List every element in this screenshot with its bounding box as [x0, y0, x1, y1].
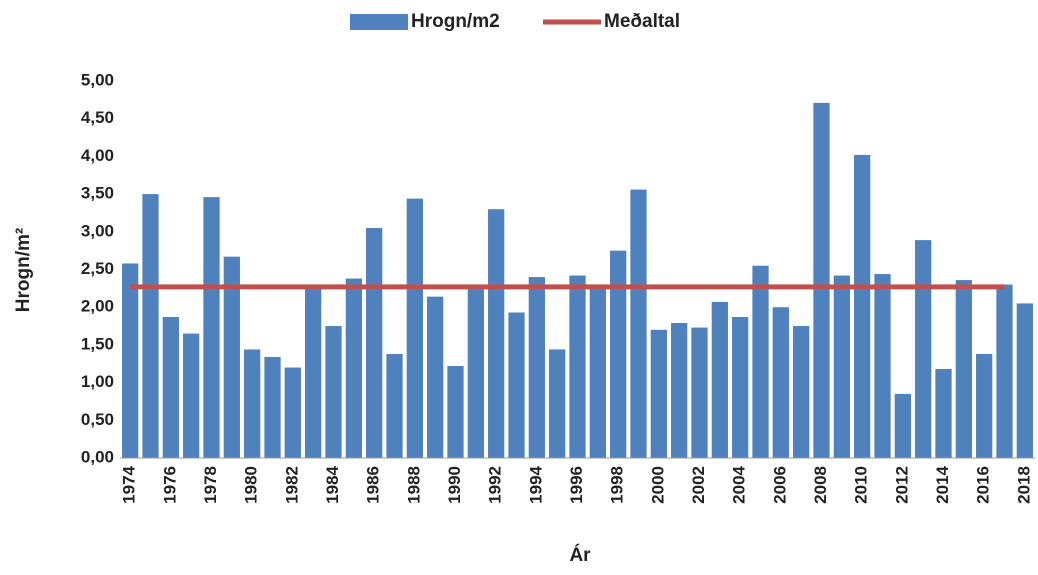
bar — [386, 353, 403, 458]
bar — [183, 333, 200, 458]
x-tick-label: 1986 — [364, 466, 383, 504]
bar — [650, 329, 667, 458]
y-tick-label: 3,00 — [81, 221, 114, 240]
x-tick-label: 1996 — [567, 466, 586, 504]
bar — [691, 327, 708, 458]
bar — [406, 198, 423, 458]
x-tick-label: 1988 — [404, 466, 423, 504]
bar — [732, 317, 749, 458]
x-tick-label: 1990 — [445, 466, 464, 504]
bar — [813, 102, 830, 458]
bar — [508, 312, 525, 458]
bar — [610, 250, 627, 458]
bar — [894, 393, 911, 458]
bar — [142, 194, 159, 458]
bar — [549, 349, 566, 458]
y-tick-label: 0,50 — [81, 410, 114, 429]
y-tick-label: 4,00 — [81, 146, 114, 165]
x-tick-label: 1978 — [201, 466, 220, 504]
x-tick-label: 1976 — [160, 466, 179, 504]
bar — [569, 275, 586, 458]
legend-swatch — [350, 14, 408, 30]
y-tick-label: 1,00 — [81, 372, 114, 391]
x-tick-label: 1994 — [526, 465, 545, 503]
bar — [528, 277, 545, 458]
x-tick-label: 1974 — [120, 465, 139, 503]
bar — [366, 228, 383, 458]
y-tick-label: 1,50 — [81, 334, 114, 353]
bar — [854, 154, 871, 458]
x-tick-label: 2012 — [892, 466, 911, 504]
bar — [976, 353, 993, 458]
bar — [874, 274, 891, 458]
bar — [345, 278, 362, 458]
x-tick-label: 1982 — [282, 466, 301, 504]
x-tick-label: 2014 — [933, 465, 952, 503]
x-tick-label: 2016 — [974, 466, 993, 504]
x-tick-label: 1984 — [323, 465, 342, 503]
bar — [915, 240, 932, 458]
bar — [752, 265, 769, 458]
bar — [305, 288, 322, 458]
bar — [996, 284, 1013, 458]
bar — [589, 288, 606, 458]
bar — [772, 307, 789, 458]
bar — [955, 280, 972, 458]
bar — [203, 197, 220, 458]
x-axis-label: Ár — [569, 544, 591, 566]
x-tick-label: 2008 — [811, 466, 830, 504]
x-tick-label: 1992 — [486, 466, 505, 504]
y-tick-label: 2,50 — [81, 259, 114, 278]
legend-label: Hrogn/m2 — [411, 11, 500, 32]
bar — [630, 189, 647, 459]
y-tick-label: 0,00 — [81, 447, 114, 466]
y-tick-label: 2,00 — [81, 297, 114, 316]
legend-label: Meðaltal — [604, 11, 680, 32]
bar — [244, 349, 261, 458]
bar — [447, 366, 464, 458]
bar — [427, 296, 444, 458]
bar — [793, 326, 810, 458]
y-tick-label: 5,00 — [81, 70, 114, 89]
bar — [488, 209, 505, 458]
bar — [325, 326, 342, 458]
bar — [122, 263, 139, 458]
bar — [264, 356, 281, 458]
x-tick-label: 2004 — [730, 465, 749, 503]
y-axis-label: Hrogn/m² — [13, 228, 34, 312]
x-tick-label: 2006 — [770, 466, 789, 504]
x-tick-label: 1998 — [608, 466, 627, 504]
x-tick-label: 2010 — [852, 466, 871, 504]
x-tick-label: 2000 — [648, 466, 667, 504]
bar — [467, 286, 484, 458]
y-tick-label: 4,50 — [81, 108, 114, 127]
x-tick-label: 2018 — [1014, 466, 1033, 504]
bar — [833, 275, 850, 458]
bar — [935, 369, 952, 458]
bar — [223, 256, 240, 458]
bar — [162, 317, 179, 458]
bar — [1016, 303, 1033, 458]
x-tick-label: 1980 — [242, 466, 261, 504]
bar — [284, 367, 301, 458]
x-tick-label: 2002 — [689, 466, 708, 504]
y-tick-label: 3,50 — [81, 184, 114, 203]
bar — [711, 301, 728, 458]
bar — [671, 323, 688, 458]
